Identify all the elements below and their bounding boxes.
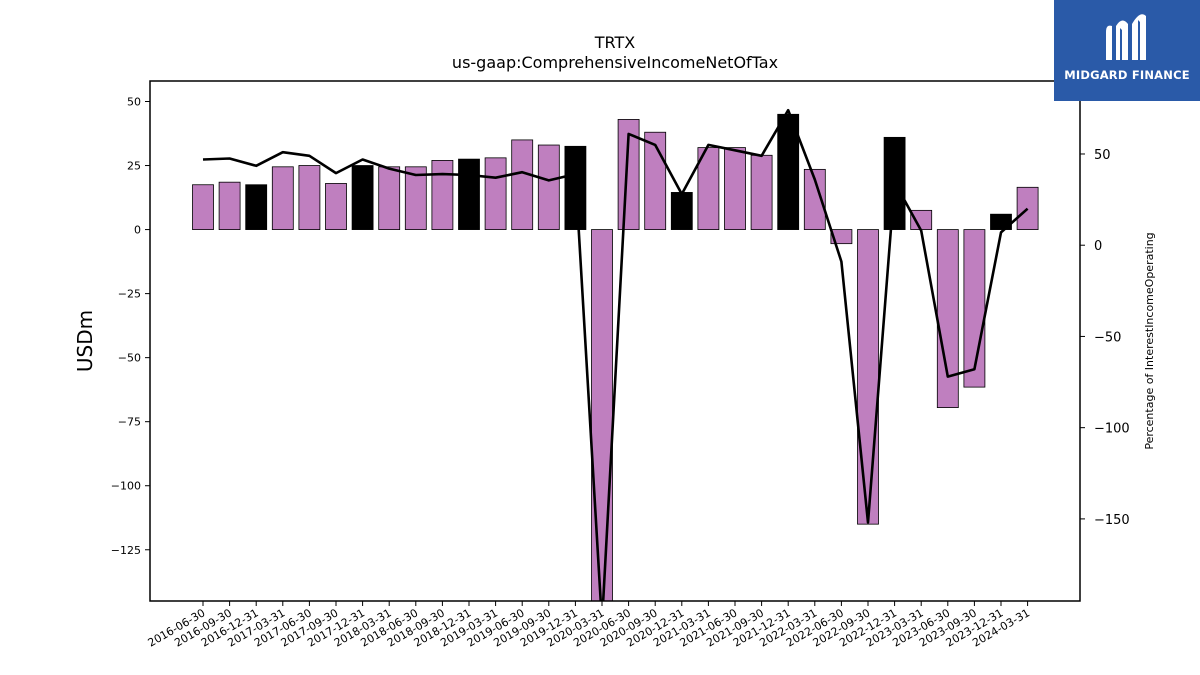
- y-tick-label: −75: [118, 416, 141, 429]
- line-series: [202, 108, 1029, 601]
- bar-2018-03-31: [378, 166, 401, 230]
- y2-tick-label: 0: [1094, 239, 1102, 254]
- bar-2018-12-31: [458, 158, 480, 230]
- y-tick-label: −50: [118, 352, 141, 365]
- bar-2018-09-30: [431, 160, 454, 230]
- chart-title: TRTX: [594, 33, 636, 52]
- y-tick-label: −25: [118, 288, 141, 301]
- y-tick-label: −100: [111, 480, 141, 493]
- logo-text: MIDGARD FINANCE: [1064, 68, 1190, 82]
- plot-frame: [149, 80, 1081, 602]
- y2-tick-label: 50: [1094, 148, 1111, 163]
- y2-axis: 50 0 −50 −100 −150: [1080, 148, 1130, 528]
- bar-2021-06-30: [724, 147, 746, 230]
- bar-2023-06-30: [936, 229, 959, 409]
- logo-badge: MIDGARD FINANCE: [1054, 0, 1200, 101]
- bar-2022-09-30: [857, 229, 879, 525]
- bar-2020-06-30: [617, 119, 640, 230]
- bar-2023-03-31: [910, 209, 933, 230]
- y-axis: 50 25 0 −25 −50 −75 −100 −125: [111, 95, 150, 557]
- y-tick-label: 50: [127, 95, 141, 108]
- y-tick-label: 25: [127, 160, 141, 173]
- y-tick-label: 0: [134, 224, 141, 237]
- bar-2018-06-30: [404, 166, 427, 230]
- bar-2016-06-30: [192, 184, 214, 230]
- bar-2022-03-31: [803, 168, 826, 230]
- bar-2022-06-30: [830, 229, 853, 245]
- bar-2016-09-30: [218, 181, 241, 230]
- y2-axis-label: Percentage of InterestIncomeOperating: [1143, 232, 1156, 449]
- y2-tick-label: −150: [1094, 513, 1130, 528]
- bar-2016-12-31: [245, 184, 268, 230]
- bar-2021-09-30: [750, 154, 773, 230]
- bar-2020-03-31: [591, 229, 613, 601]
- bar-2024-03-31: [1016, 186, 1039, 230]
- bar-2019-03-31: [484, 157, 507, 230]
- bar-2017-03-31: [271, 166, 294, 230]
- bar-2019-09-30: [537, 144, 560, 230]
- bar-2020-12-31: [670, 192, 693, 230]
- y-tick-label: −125: [111, 544, 141, 557]
- x-axis: 2016-06-302016-09-302016-12-312017-03-31…: [146, 601, 1032, 650]
- chart-subtitle: us-gaap:ComprehensiveIncomeNetOfTax: [452, 53, 778, 72]
- bar-2019-06-30: [511, 139, 534, 230]
- bar-2021-12-31: [777, 113, 800, 230]
- bar-2017-12-31: [351, 165, 374, 230]
- bar-group: [192, 113, 1039, 601]
- bar-2017-06-30: [298, 165, 321, 230]
- y2-tick-label: −50: [1094, 330, 1121, 345]
- y-axis-label: USDm: [73, 310, 97, 372]
- bar-2017-09-30: [325, 183, 347, 230]
- y2-tick-label: −100: [1094, 422, 1130, 437]
- midgard-logo-icon: [1106, 14, 1146, 61]
- line-group: [202, 108, 1029, 601]
